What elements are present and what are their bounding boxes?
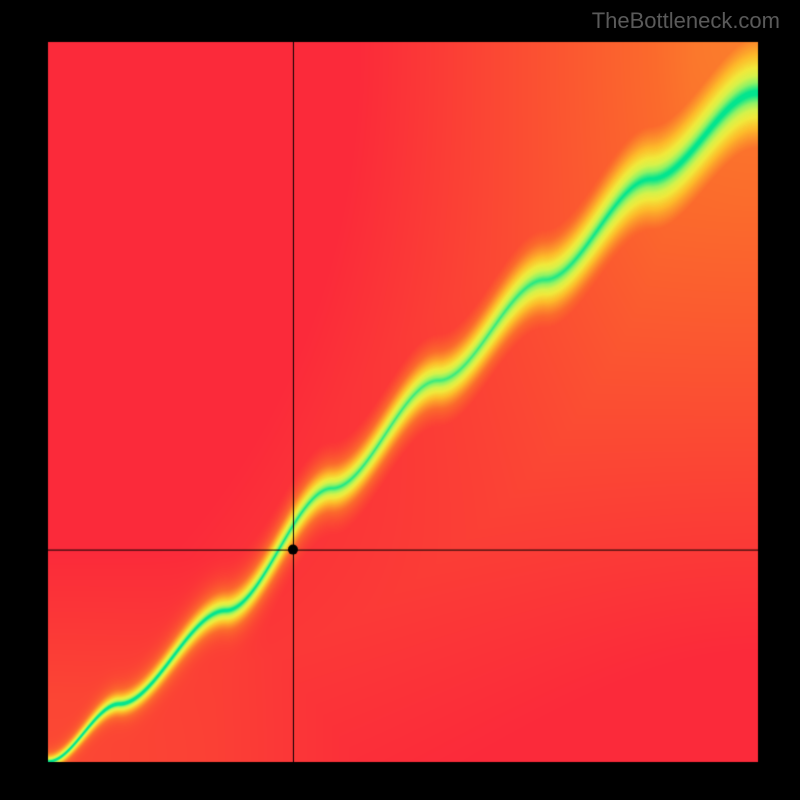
- watermark-text: TheBottleneck.com: [592, 8, 780, 34]
- chart-container: TheBottleneck.com: [0, 0, 800, 800]
- heatmap-canvas: [0, 0, 800, 800]
